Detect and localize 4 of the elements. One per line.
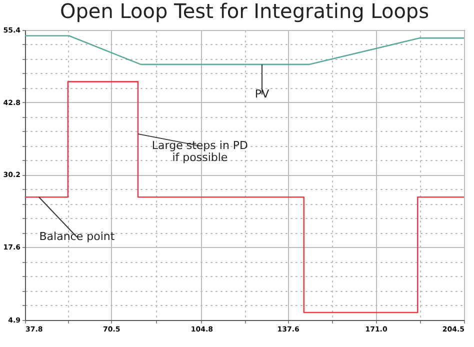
annotation: Large steps in PD if possible xyxy=(152,138,248,164)
annotation: Balance point xyxy=(39,230,116,244)
annotation: PV xyxy=(254,87,270,100)
chart-title: Open Loop Test for Integrating Loops xyxy=(60,0,430,23)
